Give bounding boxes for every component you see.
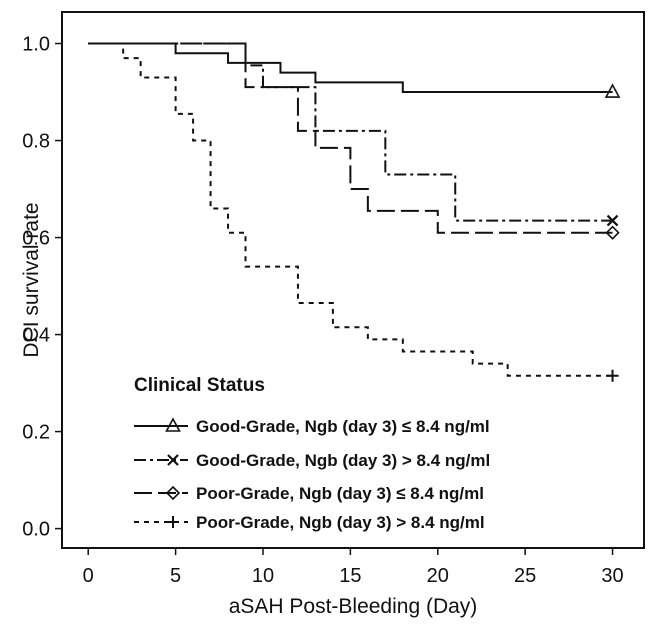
triangle-marker	[165, 417, 181, 432]
y-tick-label: 0.2	[22, 422, 50, 444]
y-tick-label: 0.0	[22, 519, 50, 541]
diamond-marker	[165, 485, 181, 501]
series-line-2	[88, 42, 613, 222]
plus-marker	[167, 516, 179, 528]
x-tick-label: 25	[514, 565, 536, 587]
legend-label-4: Poor-Grade, Ngb (day 3) > 8.4 ng/ml	[196, 513, 485, 532]
x-tick-label: 15	[339, 565, 361, 587]
legend-label-3: Poor-Grade, Ngb (day 3) ≤ 8.4 ng/ml	[196, 484, 484, 503]
x-axis: 0 5 10 15 20 25 30	[83, 548, 624, 587]
x-tick-label: 30	[601, 565, 623, 587]
series-line-4	[88, 42, 613, 377]
series-line-1	[88, 42, 613, 94]
triangle-marker	[604, 83, 621, 98]
plus-marker	[606, 369, 619, 382]
y-axis: 0.0 0.2 0.4 0.6 0.8 1.0	[22, 34, 62, 541]
legend-label-2: Good-Grade, Ngb (day 3) > 8.4 ng/ml	[196, 451, 490, 470]
x-tick-label: 5	[170, 565, 181, 587]
y-tick-label: 0.6	[22, 228, 50, 250]
series-line-3	[88, 42, 613, 234]
x-tick-label: 0	[83, 565, 94, 587]
legend-title: Clinical Status	[134, 375, 265, 396]
legend: Clinical Status Good-Grade, Ngb (day 3) …	[134, 375, 490, 532]
y-tick-label: 0.8	[22, 131, 50, 153]
x-marker	[167, 454, 179, 466]
x-tick-label: 10	[252, 565, 274, 587]
y-axis-title: DCI survival rate	[20, 202, 43, 357]
plot-frame	[61, 11, 645, 549]
x-tick-label: 20	[427, 565, 449, 587]
x-axis-title: aSAH Post-Bleeding (Day)	[229, 595, 478, 618]
legend-label-1: Good-Grade, Ngb (day 3) ≤ 8.4 ng/ml	[196, 417, 490, 436]
y-tick-label: 0.4	[22, 325, 50, 347]
diamond-marker	[605, 225, 620, 240]
series-layer	[88, 42, 621, 382]
y-tick-label: 1.0	[22, 34, 50, 56]
x-marker	[606, 214, 619, 227]
